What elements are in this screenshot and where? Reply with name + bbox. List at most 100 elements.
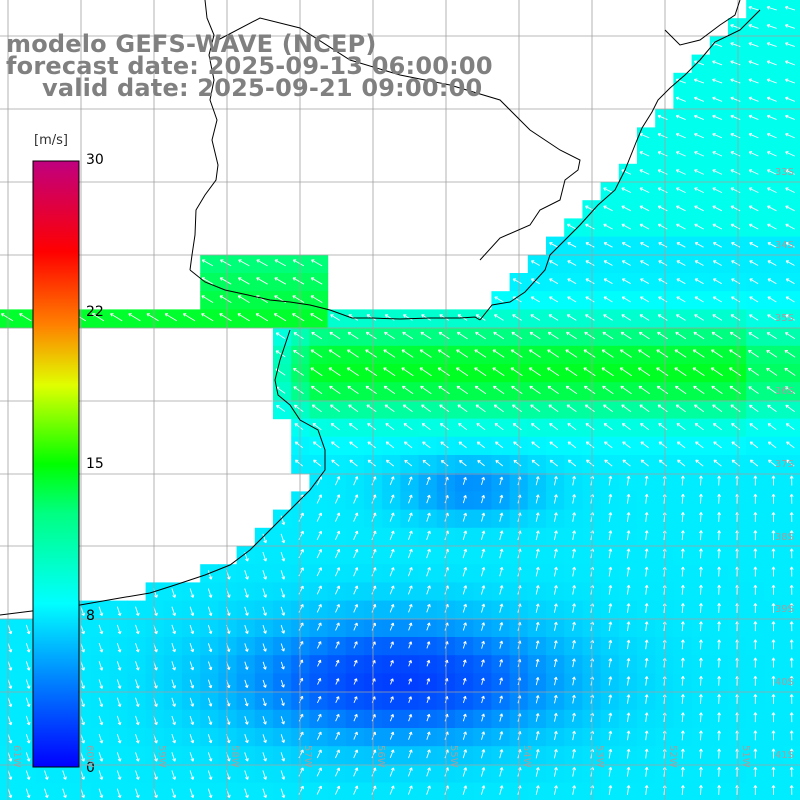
wind-arrow (730, 60, 741, 66)
wind-arrow (789, 603, 794, 613)
wind-arrow (316, 494, 322, 504)
wind-arrow (619, 349, 632, 358)
wind-arrow (603, 296, 613, 303)
wind-arrow (328, 367, 341, 377)
wind-arrow (766, 96, 777, 102)
wind-arrow (626, 694, 631, 704)
wind-arrow (456, 349, 469, 358)
wind-arrow (353, 731, 358, 740)
wind-arrow (389, 767, 395, 777)
wind-arrow (572, 785, 577, 795)
wind-arrow (553, 748, 558, 759)
wind-arrow (553, 512, 558, 522)
wind-arrow (572, 676, 576, 686)
wind-arrow (402, 404, 413, 413)
wind-arrow (335, 678, 340, 685)
wind-arrow (767, 242, 777, 248)
wind-arrow (676, 242, 686, 248)
wind-arrow (553, 621, 558, 631)
wind-arrow (644, 548, 649, 559)
wind-arrow (316, 713, 322, 722)
wind-arrow (572, 748, 576, 759)
wind-arrow (676, 278, 686, 285)
wind-arrow (244, 588, 249, 598)
wind-arrow (549, 423, 559, 431)
wind-arrow (572, 621, 576, 631)
wind-arrow (480, 566, 486, 577)
wind-arrow (608, 548, 613, 559)
wind-arrow (608, 785, 613, 795)
wind-arrow (694, 169, 704, 175)
wind-arrow (748, 78, 759, 84)
wind-arrow (476, 441, 486, 449)
wind-arrow (462, 641, 467, 649)
wind-arrow (531, 459, 540, 467)
wind-arrow (784, 60, 796, 66)
wind-arrow (353, 548, 359, 559)
wind-arrow (512, 423, 522, 431)
wind-arrow (658, 260, 668, 266)
wind-arrow (680, 785, 685, 795)
wind-arrow (565, 349, 578, 358)
wind-arrow (280, 698, 285, 706)
wind-arrow (694, 223, 704, 230)
wind-arrow (785, 242, 795, 248)
wind-arrow (784, 42, 796, 48)
wind-arrow (462, 695, 467, 704)
wind-arrow (712, 60, 723, 66)
wind-arrow (657, 169, 668, 175)
wind-arrow (116, 642, 122, 653)
wind-arrow (729, 385, 741, 395)
wind-arrow (637, 367, 651, 377)
wind-arrow (767, 296, 777, 303)
wind-arrow (644, 712, 649, 723)
lon-label-53w: 53W (594, 745, 605, 768)
wind-arrow (656, 367, 669, 377)
wind-arrow (535, 585, 540, 595)
wind-arrow (644, 493, 649, 504)
wind-arrow (420, 331, 432, 340)
wind-arrow (44, 770, 49, 780)
coastline (0, 0, 761, 616)
wind-arrow (639, 132, 650, 139)
wind-arrow (535, 603, 540, 613)
wind-arrow (422, 441, 431, 449)
wind-arrow (789, 694, 794, 704)
wind-arrow (608, 730, 613, 741)
wind-arrow (640, 441, 649, 449)
wind-arrow (766, 151, 777, 157)
lat-label-41s: 41S (774, 750, 794, 761)
wind-arrow (535, 640, 540, 649)
wind-arrow (699, 657, 703, 668)
wind-arrow (499, 695, 504, 704)
wind-arrow (513, 459, 522, 467)
wind-arrow (658, 423, 668, 431)
wind-arrow (766, 42, 777, 48)
wind-arrow (753, 621, 758, 632)
wind-arrow (549, 441, 558, 449)
wind-arrow (549, 296, 559, 303)
wind-arrow (280, 788, 286, 799)
wind-arrow (748, 332, 759, 340)
wind-arrow (712, 78, 723, 84)
wind-arrow (766, 5, 777, 11)
wind-arrow (316, 567, 322, 577)
wind-arrow (367, 441, 376, 449)
wind-arrow (513, 441, 522, 449)
wind-arrow (676, 187, 686, 194)
wind-arrow (310, 349, 323, 358)
wind-arrow (171, 606, 176, 617)
wind-arrow (294, 459, 304, 467)
wind-arrow (675, 169, 686, 175)
wind-arrow (207, 588, 213, 598)
wind-arrow (25, 715, 31, 726)
wind-arrow (789, 785, 794, 795)
wind-arrow (98, 624, 104, 635)
wind-arrow (693, 78, 705, 84)
wind-arrow (244, 570, 249, 580)
wind-arrow (462, 659, 467, 667)
wind-arrow (784, 332, 796, 340)
wind-arrow (335, 696, 340, 703)
wind-arrow (262, 697, 267, 707)
wind-arrow (438, 331, 450, 340)
